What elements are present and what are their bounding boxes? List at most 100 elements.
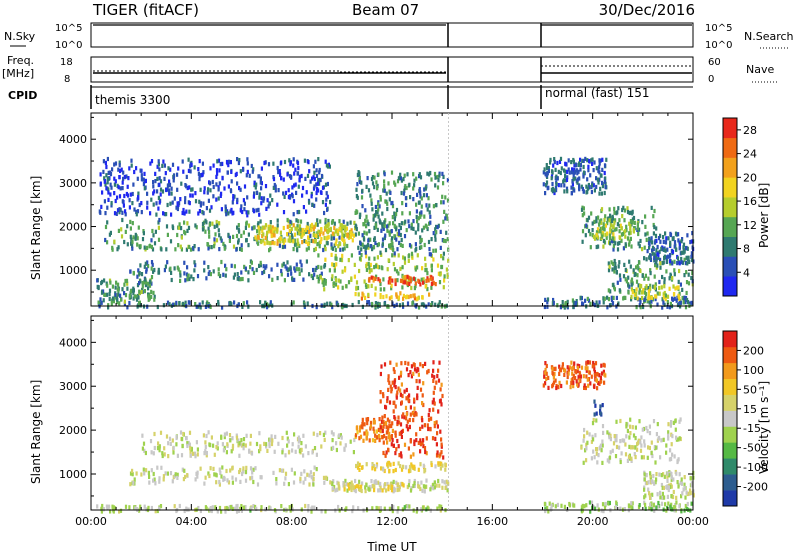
heatmap-cell [232,210,235,215]
heatmap-cell [420,415,423,421]
heatmap-cell [180,235,183,240]
heatmap-cell [159,179,163,184]
heatmap-cell [396,390,399,395]
heatmap-cell [239,187,242,192]
heatmap-cell [242,505,246,510]
heatmap-cell [392,221,395,226]
heatmap-cell [330,234,333,239]
heatmap-cell [420,210,423,215]
heatmap-cell [383,301,386,306]
heatmap-cell [563,189,566,194]
heatmap-cell [250,163,253,169]
heatmap-cell [593,160,596,165]
heatmap-cell [371,506,374,511]
heatmap-cell [289,265,292,270]
heatmap-cell [649,283,652,288]
heatmap-cell [344,224,347,229]
heatmap-cell [215,182,218,187]
heatmap-cell [544,508,547,514]
heatmap-cell [667,236,670,241]
heatmap-cell [419,426,422,431]
heatmap-cell [412,197,415,202]
heatmap-cell [197,247,200,252]
heatmap-cell [645,237,648,242]
heatmap-cell [546,297,550,302]
heatmap-cell [421,401,424,406]
heatmap-cell [425,478,428,483]
heatmap-cell [346,233,349,238]
heatmap-cell [228,235,231,240]
heatmap-cell [689,240,692,245]
heatmap-cell [555,188,558,193]
heatmap-cell [372,217,375,222]
heatmap-cell [255,267,258,273]
heatmap-cell [246,195,249,200]
heatmap-cell [430,177,433,182]
heatmap-cell [335,228,338,233]
heatmap-cell [591,157,594,162]
heatmap-cell [386,267,389,272]
heatmap-cell [364,489,367,494]
heatmap-cell [152,451,155,456]
heatmap-cell [428,210,431,215]
heatmap-cell [662,437,665,442]
heatmap-cell [194,263,197,268]
heatmap-cell [401,302,404,307]
heatmap-cell [203,190,206,195]
heatmap-cell [387,258,390,263]
heatmap-cell [176,187,179,192]
heatmap-cell [410,364,413,369]
heatmap-cell [393,369,396,374]
heatmap-cell [217,185,220,190]
heatmap-cell [328,228,331,233]
heatmap-cell [405,412,408,417]
heatmap-cell [559,156,563,161]
heatmap-cell [147,264,150,269]
heatmap-cell [147,294,150,299]
heatmap-cell [426,171,429,176]
heatmap-cell [343,239,346,244]
heatmap-cell [598,300,601,305]
heatmap-cell [330,236,333,241]
heatmap-cell [405,185,408,191]
heatmap-cell [220,434,223,439]
heatmap-cell [114,285,117,290]
heatmap-cell [264,223,268,228]
heatmap-cell [585,503,588,508]
heatmap-cell [272,161,275,166]
heatmap-cell [103,278,106,283]
heatmap-cell [343,246,346,251]
heatmap-cell [201,210,204,215]
heatmap-cell [361,304,364,309]
heatmap-cell [143,171,146,176]
heatmap-cell [314,267,317,273]
heatmap-cell [215,238,219,243]
heatmap-cell [313,247,316,253]
heatmap-cell [103,179,107,184]
heatmap-cell [298,271,301,276]
heatmap-cell [558,159,562,164]
heatmap-cell [316,274,319,279]
heatmap-cell [643,443,646,448]
heatmap-cell [226,209,229,214]
heatmap-cell [147,505,150,510]
heatmap-cell [358,425,362,430]
heatmap-cell [425,278,428,283]
heatmap-cell [624,229,627,234]
heatmap-cell [317,188,320,193]
heatmap-cell [150,266,153,271]
heatmap-cell [205,451,208,456]
heatmap-cell [409,294,412,299]
heatmap-cell [294,226,297,231]
heatmap-cell [243,201,246,206]
heatmap-cell [116,208,120,213]
heatmap-cell [633,292,637,297]
heatmap-cell [391,484,394,489]
heatmap-cell [102,169,105,174]
heatmap-cell [237,508,240,513]
heatmap-cell [634,455,637,460]
heatmap-cell [99,297,102,302]
heatmap-cell [292,212,295,217]
heatmap-cell [408,464,412,470]
heatmap-cell [264,300,267,305]
